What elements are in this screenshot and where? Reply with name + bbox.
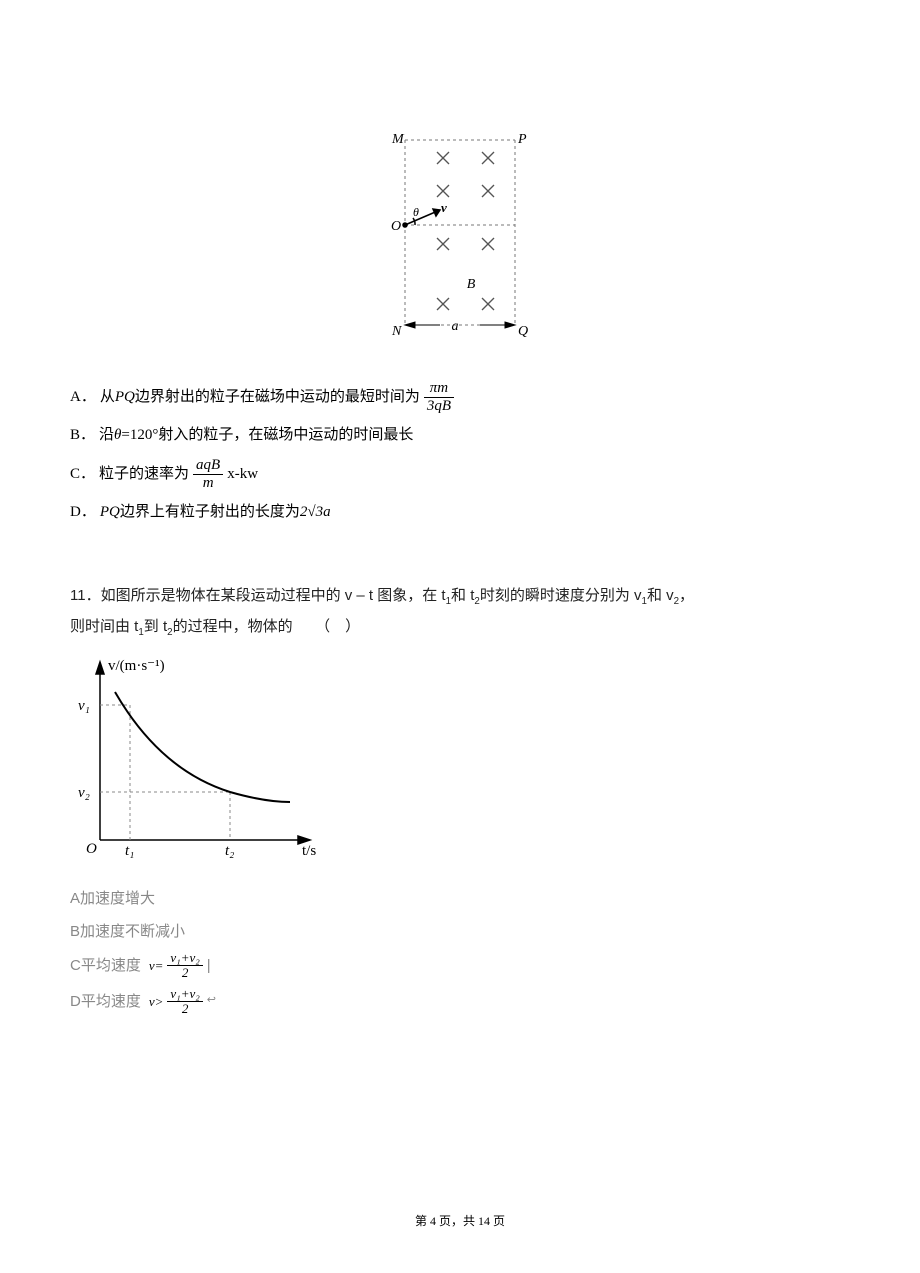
option-D-text: 边界上有粒子射出的长度为 bbox=[120, 499, 300, 526]
label-Q: Q bbox=[518, 324, 528, 339]
svg-text:t₂: t₂ bbox=[225, 843, 234, 859]
option-C-frac: aqB m bbox=[193, 457, 223, 491]
label-M: M bbox=[391, 132, 405, 147]
label-P: P bbox=[517, 132, 527, 147]
option-B-mark: B． bbox=[70, 422, 95, 449]
figure-magnetic-region: M P O N Q B θ v a bbox=[70, 130, 850, 350]
option-A-text-after: 边界射出的粒子在磁场中运动的最短时间为 bbox=[135, 384, 420, 411]
svg-text:t₁: t₁ bbox=[125, 843, 134, 859]
q11-stem: 11．如图所示是物体在某段运动过程中的 v – t 图象，在 t1和 t2时刻的… bbox=[70, 581, 850, 642]
svg-text:t/s: t/s bbox=[302, 843, 316, 859]
label-O: O bbox=[391, 219, 401, 234]
option-A-frac: πm 3qB bbox=[424, 380, 454, 414]
option-A: A． 从 PQ 边界射出的粒子在磁场中运动的最短时间为 πm 3qB bbox=[70, 380, 850, 414]
option-B: B． 沿 θ =120°射入的粒子，在磁场中运动的时间最长 bbox=[70, 422, 850, 449]
svg-text:v/(m·s⁻¹): v/(m·s⁻¹) bbox=[108, 658, 165, 674]
q11-option-C: C 平均速度 v= v₁+v₂ 2 | bbox=[70, 951, 850, 981]
q11-option-A: A 加速度增大 bbox=[70, 885, 850, 912]
option-A-text-before: 从 bbox=[100, 384, 115, 411]
option-A-pq: PQ bbox=[115, 384, 135, 411]
option-D-expr: 2√3a bbox=[300, 499, 331, 526]
svg-text:v₁: v₁ bbox=[78, 698, 90, 714]
label-theta: θ bbox=[413, 205, 419, 219]
figure-vt-graph: v/(m·s⁻¹) t/s v₁ v₂ t₁ t₂ O bbox=[70, 650, 850, 875]
option-C-mark: C． bbox=[70, 461, 95, 488]
option-B-text-after: =120°射入的粒子，在磁场中运动的时间最长 bbox=[121, 422, 413, 449]
option-D: D． PQ 边界上有粒子射出的长度为 2√3a bbox=[70, 499, 850, 526]
option-C-text: 粒子的速率为 bbox=[99, 461, 189, 488]
option-D-mark: D． bbox=[70, 499, 96, 526]
option-C: C． 粒子的速率为 aqB m x-kw bbox=[70, 457, 850, 491]
q11-option-B: B 加速度不断减小 bbox=[70, 918, 850, 945]
option-D-pq: PQ bbox=[100, 499, 120, 526]
option-B-text-before: 沿 bbox=[99, 422, 114, 449]
label-v: v bbox=[441, 200, 447, 215]
label-N: N bbox=[391, 324, 402, 339]
page-footer: 第 4 页，共 14 页 bbox=[0, 1211, 920, 1233]
label-B: B bbox=[467, 277, 476, 292]
svg-text:O: O bbox=[86, 841, 97, 857]
option-A-mark: A． bbox=[70, 384, 96, 411]
svg-text:v₂: v₂ bbox=[78, 785, 90, 801]
label-a: a bbox=[452, 319, 459, 334]
q11-option-D: D 平均速度 v> v₁+v₂ 2 ↩ bbox=[70, 987, 850, 1017]
option-C-tail: x-kw bbox=[227, 461, 258, 488]
option-B-theta: θ bbox=[114, 422, 121, 449]
